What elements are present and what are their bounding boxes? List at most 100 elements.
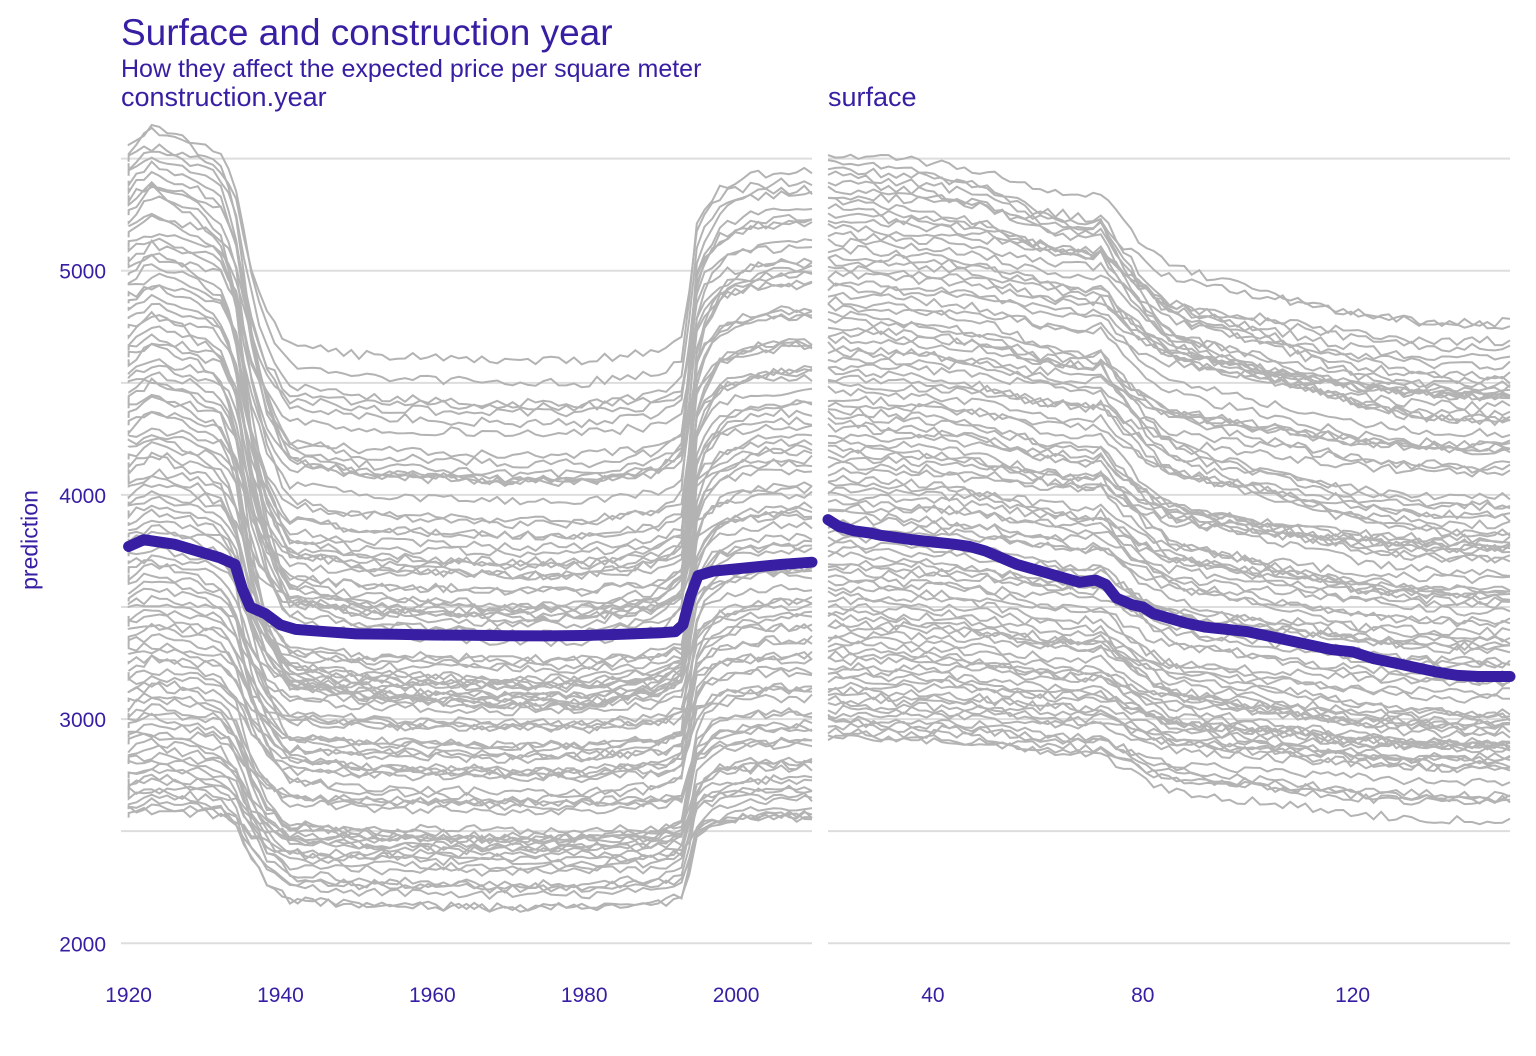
- ice-line: [127, 377, 813, 701]
- ice-line: [827, 310, 1511, 537]
- ice-line: [827, 700, 1511, 765]
- ice-line: [827, 438, 1511, 599]
- ice-line: [827, 466, 1511, 555]
- ice-line: [827, 341, 1511, 538]
- ice-line: [827, 244, 1511, 420]
- ice-line: [827, 612, 1511, 736]
- ice-line: [827, 508, 1511, 651]
- ice-line: [827, 366, 1511, 530]
- ice-line: [827, 380, 1511, 478]
- ice-line: [827, 170, 1511, 394]
- ice-line: [827, 545, 1511, 652]
- ice-line: [827, 423, 1511, 554]
- ice-line: [827, 726, 1511, 806]
- ice-line: [127, 622, 813, 797]
- ice-line: [827, 185, 1511, 385]
- ice-line: [827, 734, 1511, 805]
- chart-title: Surface and construction year: [121, 12, 613, 53]
- ice-line: [827, 607, 1511, 740]
- ice-line: [827, 661, 1511, 730]
- ice-line: [127, 310, 813, 648]
- ice-line: [127, 777, 813, 901]
- x-tick-label: 1980: [561, 984, 608, 1007]
- ice-line: [827, 277, 1511, 439]
- ice-line: [127, 562, 813, 804]
- ice-line: [127, 572, 813, 735]
- ice-line: [827, 675, 1511, 750]
- pdp-line: [822, 514, 1516, 682]
- ice-line: [827, 433, 1511, 549]
- ice-line: [827, 444, 1511, 617]
- ice-line: [827, 491, 1511, 594]
- ice-line: [827, 295, 1511, 522]
- x-tick-label: 40: [921, 984, 944, 1007]
- ice-line: [827, 197, 1511, 424]
- y-tick-label: 3000: [59, 709, 106, 732]
- ice-line: [127, 395, 813, 710]
- ice-line: [127, 696, 813, 856]
- ice-line: [127, 744, 813, 853]
- panel-strip-construction-year: construction.year: [121, 82, 327, 112]
- ice-line: [827, 363, 1511, 472]
- ice-line: [127, 692, 813, 816]
- x-tick-label: 1960: [409, 984, 456, 1007]
- ice-line: [827, 590, 1511, 704]
- ice-line: [127, 440, 813, 691]
- ice-line: [127, 364, 813, 598]
- ice-line: [127, 343, 813, 711]
- x-tick-label: 1940: [257, 984, 304, 1007]
- ice-line: [127, 732, 813, 890]
- ice-line: [827, 730, 1511, 826]
- ice-line: [827, 230, 1511, 371]
- x-tick-label: 80: [1131, 984, 1154, 1007]
- chart-subtitle: How they affect the expected price per s…: [121, 55, 702, 83]
- ice-line: [127, 123, 813, 389]
- ice-line: [827, 586, 1511, 681]
- ice-line: [827, 630, 1510, 697]
- ice-line: [827, 618, 1511, 729]
- pdp-line: [123, 534, 818, 642]
- panel-strip-surface: surface: [828, 82, 917, 112]
- ice-line: [127, 284, 813, 629]
- ice-line: [827, 694, 1511, 762]
- x-tick-label: 120: [1335, 984, 1370, 1007]
- ice-line: [827, 722, 1511, 787]
- ice-line: [827, 498, 1511, 629]
- ice-line: [827, 602, 1511, 726]
- ice-line: [127, 180, 813, 530]
- ice-line: [827, 316, 1511, 474]
- ice-line: [827, 159, 1511, 427]
- ice-line: [827, 291, 1511, 449]
- ice-line: [827, 417, 1511, 607]
- x-tick-label: 1920: [105, 984, 152, 1007]
- ice-line: [127, 682, 813, 847]
- ice-line: [127, 451, 813, 761]
- ice-line: [827, 192, 1511, 328]
- ice-line: [827, 713, 1511, 801]
- ice-line: [827, 596, 1511, 719]
- ice-line: [827, 704, 1511, 765]
- ice-line: [127, 233, 813, 418]
- ice-line: [127, 126, 813, 486]
- ice-line: [827, 711, 1511, 773]
- ice-line: [127, 793, 813, 913]
- ice-line: [827, 253, 1511, 401]
- y-tick-label: 2000: [59, 933, 106, 956]
- ice-line: [827, 574, 1511, 719]
- ice-line: [127, 182, 813, 624]
- ice-line: [827, 474, 1511, 644]
- y-tick-label: 4000: [59, 485, 106, 508]
- ice-line: [127, 654, 813, 844]
- ice-line: [827, 644, 1511, 770]
- ice-line: [827, 717, 1511, 805]
- ice-line: [827, 640, 1511, 747]
- ice-line: [827, 486, 1511, 601]
- ice-line: [127, 712, 813, 868]
- ice-line: [827, 395, 1511, 563]
- ice-line: [827, 481, 1511, 585]
- ice-line: [827, 406, 1511, 577]
- ice-line: [127, 759, 813, 892]
- ice-line: [827, 302, 1511, 400]
- ice-line: [827, 223, 1511, 347]
